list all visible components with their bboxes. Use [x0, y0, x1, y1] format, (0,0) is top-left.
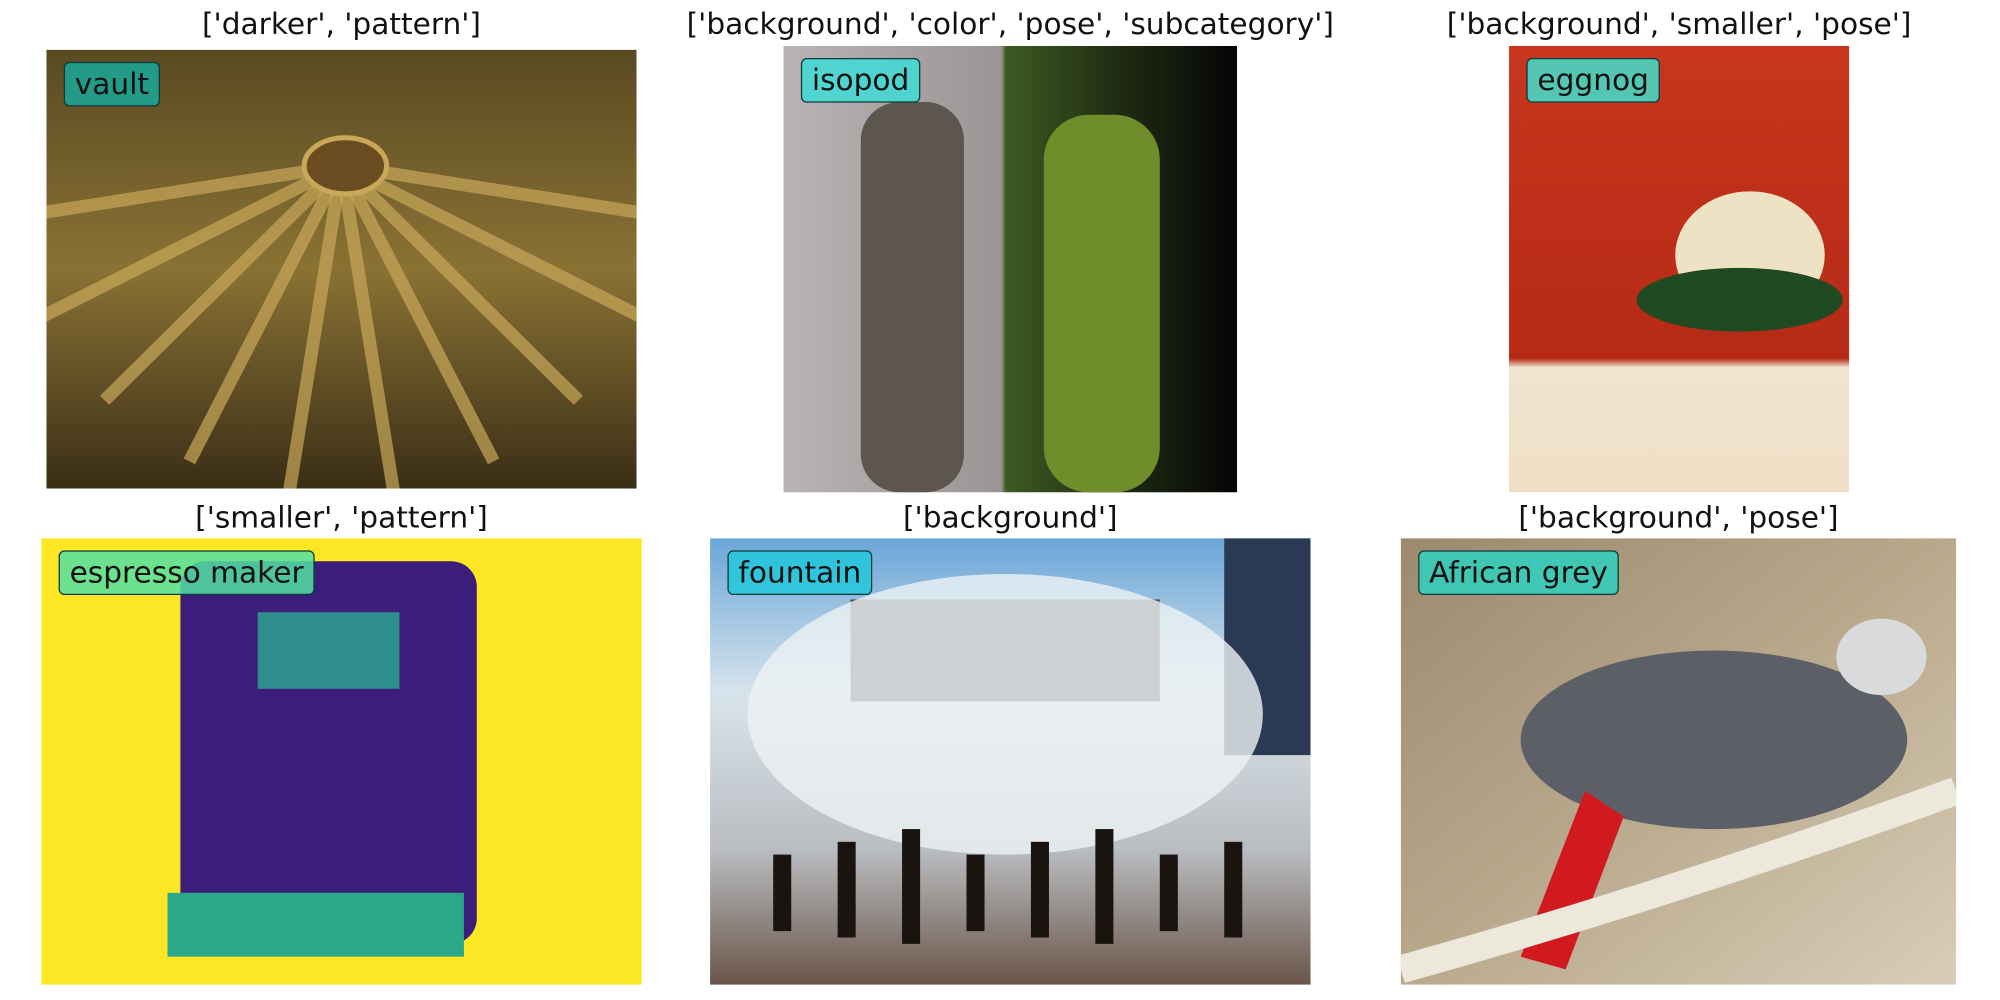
person — [837, 841, 856, 938]
panel-title: ['background', 'smaller', 'pose'] — [1447, 7, 1912, 41]
person — [902, 829, 921, 944]
person — [966, 854, 985, 932]
base — [167, 892, 464, 957]
label: vault — [75, 67, 149, 101]
image-background — [783, 45, 1238, 493]
spray — [747, 573, 1263, 855]
label-box — [1526, 58, 1660, 103]
rib — [340, 159, 637, 219]
label-box — [727, 550, 873, 596]
rib — [183, 162, 348, 465]
boss — [301, 135, 390, 197]
person — [1159, 854, 1178, 932]
image — [46, 49, 637, 489]
machine-detail — [257, 612, 400, 689]
label: espresso maker — [70, 556, 305, 590]
rib — [100, 161, 347, 405]
parrot-head — [1836, 618, 1927, 696]
rope — [1400, 777, 1957, 983]
panel-title: ['background', 'color', 'pose', 'subcate… — [687, 7, 1334, 41]
panel: ['smaller', 'pattern'] espresso maker — [41, 501, 642, 985]
panel: ['darker', 'pattern'] vault — [46, 7, 637, 489]
label-box — [1418, 550, 1619, 596]
rib — [335, 162, 500, 465]
rib — [283, 164, 348, 489]
panel: ['background', 'pose'] African grey — [1400, 501, 1957, 985]
label-box — [58, 550, 315, 596]
parrot-body — [1520, 650, 1908, 830]
person — [1095, 829, 1114, 944]
wreath — [1636, 267, 1843, 332]
label-box — [63, 61, 160, 107]
panel: ['background'] fountain — [710, 501, 1311, 985]
panel-title: ['darker', 'pattern'] — [202, 7, 481, 41]
stem — [860, 102, 964, 493]
label: isopod — [812, 63, 910, 97]
label: eggnog — [1537, 63, 1649, 97]
image — [783, 45, 1238, 493]
stem — [1043, 114, 1160, 493]
panel: ['background', 'color', 'pose', 'subcate… — [687, 7, 1334, 493]
rib — [335, 164, 400, 489]
machine — [180, 561, 477, 944]
image — [710, 538, 1311, 985]
rib — [46, 160, 345, 322]
label-box — [800, 58, 921, 103]
rib — [46, 159, 343, 219]
panel-title: ['background', 'pose'] — [1518, 501, 1838, 535]
panel-title: ['background'] — [903, 501, 1118, 535]
label: African grey — [1429, 556, 1608, 590]
image — [1400, 538, 1957, 985]
rib — [336, 161, 583, 405]
panel-title: ['smaller', 'pattern'] — [195, 501, 488, 535]
rib — [338, 160, 637, 322]
panel: ['background', 'smaller', 'pose'] eggnog — [1447, 7, 1912, 493]
image — [1509, 45, 1850, 493]
person — [773, 854, 792, 932]
label: fountain — [738, 556, 861, 590]
person — [1224, 841, 1243, 938]
image — [41, 538, 642, 985]
person — [1030, 841, 1049, 938]
